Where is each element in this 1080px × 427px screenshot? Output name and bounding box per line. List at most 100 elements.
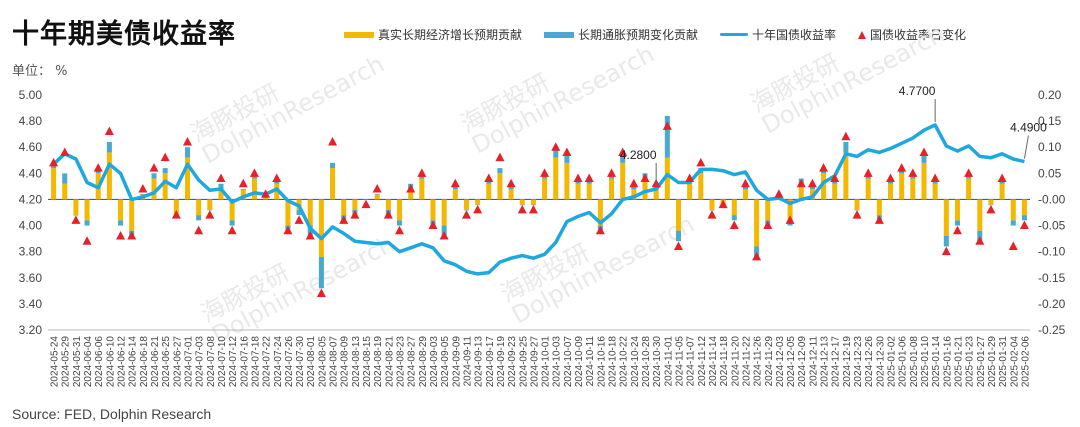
y-left-tick-label: 3.40 xyxy=(19,297,43,311)
daily-change-marker xyxy=(886,173,896,183)
x-tick-label: 2024-09-05 xyxy=(440,336,451,388)
y-right-tick-label: 0.10 xyxy=(1038,140,1062,154)
x-tick-label: 2024-07-03 xyxy=(195,336,206,388)
daily-change-marker xyxy=(205,210,215,219)
x-tick-label: 2025-01-08 xyxy=(909,336,920,388)
x-tick-label: 2024-12-11 xyxy=(808,336,819,387)
legend-label-change: 国债收益率日变化 xyxy=(870,28,967,42)
legend-label-real: 真实长期经济增长预期贡献 xyxy=(378,28,523,42)
daily-change-marker xyxy=(540,168,550,177)
bar-real-contrib xyxy=(84,199,90,221)
x-tick-label: 2024-10-03 xyxy=(552,336,563,388)
bar-infl-contrib xyxy=(184,147,190,158)
y-right-tick-label: -0.05 xyxy=(1038,219,1066,233)
legend-daily-change: 国债收益率日变化 xyxy=(858,26,966,43)
daily-change-marker xyxy=(986,204,996,214)
bar-real-contrib xyxy=(709,199,715,210)
bar-real-contrib xyxy=(888,183,894,200)
x-tick-label: 2024-11-22 xyxy=(741,336,752,387)
bar-real-contrib xyxy=(1021,199,1027,216)
x-tick-label: 2024-07-22 xyxy=(262,336,273,388)
x-tick-label: 2024-09-11 xyxy=(462,336,473,387)
x-tick-label: 2024-08-29 xyxy=(418,336,429,388)
bar-real-contrib xyxy=(731,199,737,216)
daily-change-marker xyxy=(852,210,862,219)
bar-real-contrib xyxy=(419,178,425,200)
bar-real-contrib xyxy=(698,173,704,200)
x-tick-label: 2025-02-06 xyxy=(1020,336,1031,388)
bar-real-contrib xyxy=(865,178,871,200)
x-tick-label: 2025-01-29 xyxy=(987,336,998,388)
chart-title: 十年期美债收益率 xyxy=(12,19,236,50)
bar-real-contrib xyxy=(675,199,681,231)
x-tick-label: 2024-10-22 xyxy=(619,336,630,388)
bar-real-contrib xyxy=(1010,199,1016,221)
bar-infl-contrib xyxy=(564,152,570,163)
daily-change-marker xyxy=(316,288,326,297)
bar-infl-contrib xyxy=(218,183,224,189)
daily-change-marker xyxy=(1019,220,1029,230)
daily-change-marker xyxy=(707,210,717,219)
daily-change-marker xyxy=(930,173,940,183)
bar-real-contrib xyxy=(162,173,168,200)
daily-change-marker xyxy=(171,210,181,219)
daily-change-marker xyxy=(149,163,159,172)
y-right-tick-label: -0.20 xyxy=(1038,297,1066,311)
daily-change-marker xyxy=(182,137,192,146)
x-tick-label: 2024-12-03 xyxy=(775,336,786,388)
bar-infl-contrib xyxy=(754,246,760,257)
daily-change-marker xyxy=(82,236,92,245)
daily-change-marker xyxy=(395,225,405,235)
bar-real-contrib xyxy=(843,152,849,200)
y-left-tick-label: 4.80 xyxy=(19,114,43,128)
x-tick-label: 2024-07-16 xyxy=(239,336,250,388)
bar-real-contrib xyxy=(51,168,57,200)
bar-infl-contrib xyxy=(731,215,737,221)
daily-change-marker xyxy=(439,231,449,240)
daily-change-marker xyxy=(450,178,460,188)
bar-real-contrib xyxy=(341,199,347,216)
x-tick-label: 2024-06-27 xyxy=(172,336,183,388)
bar-real-contrib xyxy=(374,194,380,200)
x-tick-label: 2024-10-28 xyxy=(641,336,652,388)
x-tick-label: 2024-06-18 xyxy=(139,336,150,388)
y-right-tick-label: 0.20 xyxy=(1038,88,1062,102)
x-tick-label: 2024-06-12 xyxy=(117,336,128,388)
yield-line-layer xyxy=(52,123,1025,276)
x-tick-label: 2025-01-02 xyxy=(887,336,898,388)
y-right-tick-label: 0.15 xyxy=(1038,114,1062,128)
daily-change-marker xyxy=(941,246,951,256)
x-tick-label: 2024-08-07 xyxy=(329,336,340,388)
daily-change-marker xyxy=(629,178,639,188)
daily-change-marker xyxy=(863,168,873,177)
x-tick-label: 2024-08-19 xyxy=(373,336,384,388)
bar-real-contrib xyxy=(620,162,626,200)
daily-change-marker xyxy=(93,163,103,172)
x-tick-label: 2024-10-09 xyxy=(574,336,585,388)
daily-change-marker xyxy=(975,236,985,245)
bar-infl-contrib xyxy=(229,220,235,226)
chart-legend: 真实长期经济增长预期贡献 长期通胀预期变化贡献 十年国债收益率 国债收益率日变化 xyxy=(344,26,1052,43)
y-right-tick-label: -0.25 xyxy=(1038,323,1066,337)
y-left-tick-label: 3.60 xyxy=(19,271,43,285)
daily-change-marker xyxy=(484,173,494,183)
legend-swatch-infl xyxy=(544,31,575,38)
bar-real-contrib xyxy=(497,173,503,200)
daily-change-marker xyxy=(495,152,505,162)
daily-change-marker xyxy=(60,147,70,156)
daily-change-marker xyxy=(160,152,170,162)
x-tick-label: 2025-01-06 xyxy=(898,336,909,388)
daily-change-marker xyxy=(763,220,773,230)
y-left-tick-label: 4.40 xyxy=(19,166,43,180)
y-right-tick-label: -0.15 xyxy=(1038,271,1066,285)
daily-change-marker xyxy=(238,178,248,188)
daily-change-marker xyxy=(506,178,516,188)
x-tick-label: 2025-01-23 xyxy=(965,336,976,388)
daily-change-marker xyxy=(908,168,918,177)
x-tick-label: 2024-07-18 xyxy=(250,336,261,388)
bar-real-contrib xyxy=(118,199,124,221)
bar-real-contrib xyxy=(988,199,994,205)
x-tick-label: 2024-09-17 xyxy=(485,336,496,388)
y-right-tick-label: -0.10 xyxy=(1038,245,1066,259)
